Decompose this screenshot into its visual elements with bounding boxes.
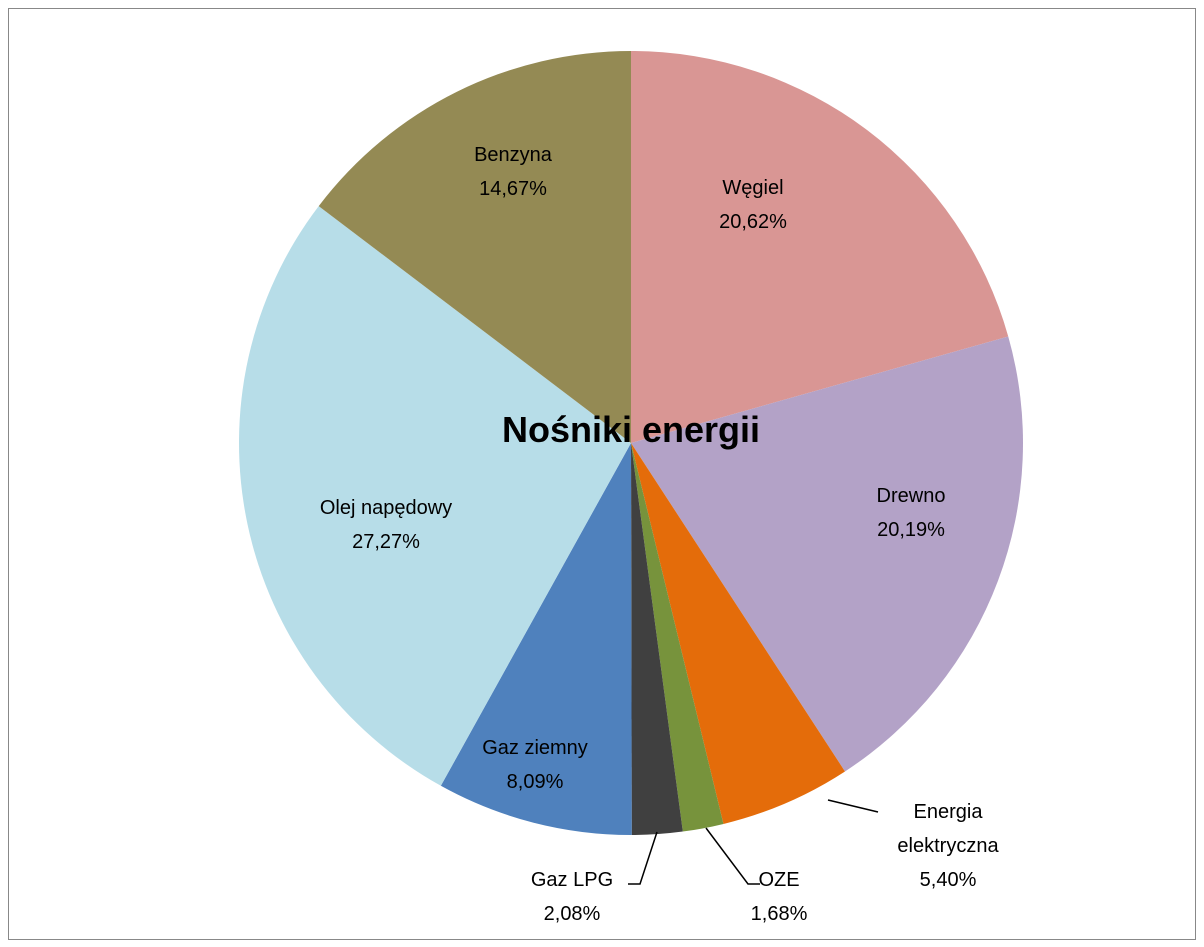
slices xyxy=(239,51,1023,835)
value-label: 8,09% xyxy=(506,771,564,793)
category-label: Gaz LPG xyxy=(530,869,614,891)
pie-slice xyxy=(631,336,1023,772)
data-label: OZE 1,68% xyxy=(751,863,808,931)
data-label: Gaz ziemny 8,09% xyxy=(482,731,588,799)
pie-slice xyxy=(631,51,1009,443)
leader-lines xyxy=(628,799,879,885)
pie-slice xyxy=(239,206,631,786)
category-label: Gaz ziemny xyxy=(482,737,588,759)
value-label: 27,27% xyxy=(352,531,420,553)
value-label: 1,68% xyxy=(750,903,808,925)
data-label: Olej napędowy 27,27% xyxy=(320,491,452,559)
category-label: Benzyna xyxy=(474,144,552,166)
leader-line xyxy=(705,827,760,885)
value-label: 20,62% xyxy=(719,211,787,233)
category-label: Drewno xyxy=(876,485,946,507)
data-label: Gaz LPG 2,08% xyxy=(531,863,613,931)
data-label: Energia elektryczna 5,40% xyxy=(878,795,1018,897)
leader-line xyxy=(827,799,879,813)
category-label: Energia elektryczna xyxy=(897,801,999,857)
data-label: Drewno 20,19% xyxy=(877,479,946,547)
value-label: 2,08% xyxy=(543,903,601,925)
pie-slice xyxy=(440,443,632,835)
chart-title: Nośniki energii xyxy=(501,409,761,450)
data-label: Węgiel 20,62% xyxy=(719,171,787,239)
pie-slice xyxy=(631,443,845,824)
leader-line xyxy=(628,831,658,885)
value-label: 14,67% xyxy=(479,178,547,200)
category-label: Węgiel xyxy=(722,177,784,199)
category-label: OZE xyxy=(758,869,800,891)
value-label: 5,40% xyxy=(919,869,977,891)
pie-slice xyxy=(318,51,631,443)
pie-slice xyxy=(631,443,683,835)
pie-slice xyxy=(631,443,724,832)
data-label: Benzyna 14,67% xyxy=(474,138,552,206)
value-label: 20,19% xyxy=(877,519,945,541)
category-label: Olej napędowy xyxy=(319,497,453,519)
